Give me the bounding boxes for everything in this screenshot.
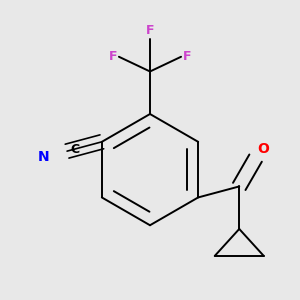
Text: F: F	[109, 50, 117, 63]
Text: F: F	[146, 24, 154, 37]
Text: O: O	[257, 142, 269, 157]
Text: N: N	[38, 151, 49, 164]
Text: F: F	[183, 50, 191, 63]
Text: C: C	[70, 142, 80, 155]
